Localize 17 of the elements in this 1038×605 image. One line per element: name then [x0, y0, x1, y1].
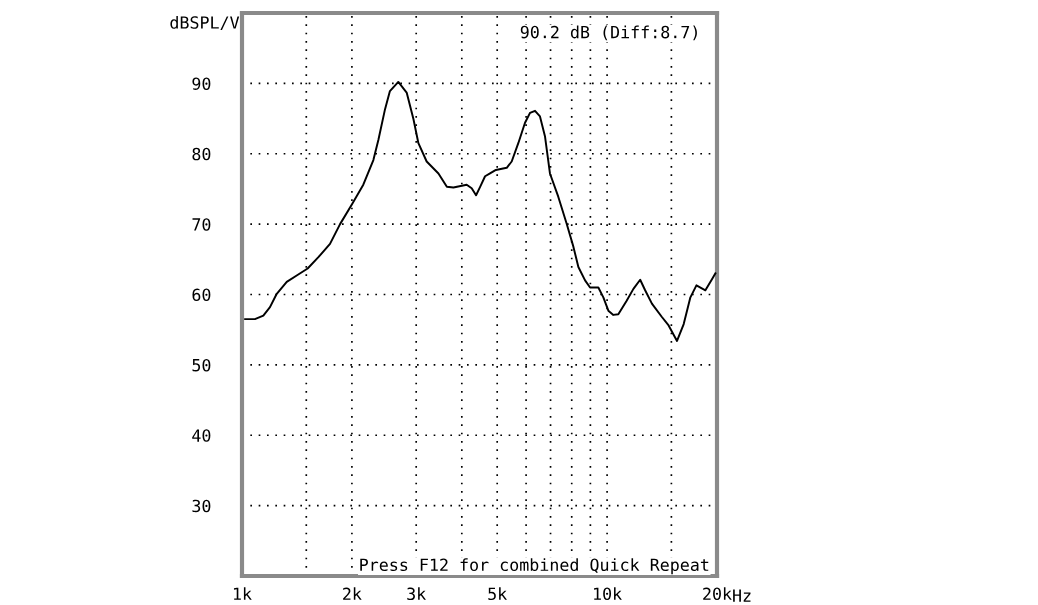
x-axis-title: Hz — [733, 589, 751, 602]
y-tick-label: 60 — [192, 288, 211, 302]
y-tick-label: 30 — [192, 499, 211, 513]
y-tick-label: 90 — [192, 77, 211, 90]
x-tick-label: 3k — [407, 587, 426, 601]
x-tick-label: 10k — [594, 587, 622, 601]
y-axis-title: dBSPL/V — [170, 15, 240, 31]
x-tick-label: 1k — [233, 587, 252, 600]
y-tick-label: 80 — [192, 147, 211, 161]
y-tick-label: 50 — [192, 358, 211, 372]
x-tick-label: 2k — [343, 587, 362, 600]
x-tick-label: 5k — [488, 587, 507, 601]
x-tick-label: 20k — [703, 587, 732, 601]
annotation: Press F12 for combined Quick Repeat — [360, 558, 709, 575]
annotation: 90.2 dB (Diff:8.7) — [520, 25, 697, 41]
y-tick-label: 40 — [192, 429, 211, 442]
y-tick-label: 70 — [192, 218, 211, 231]
